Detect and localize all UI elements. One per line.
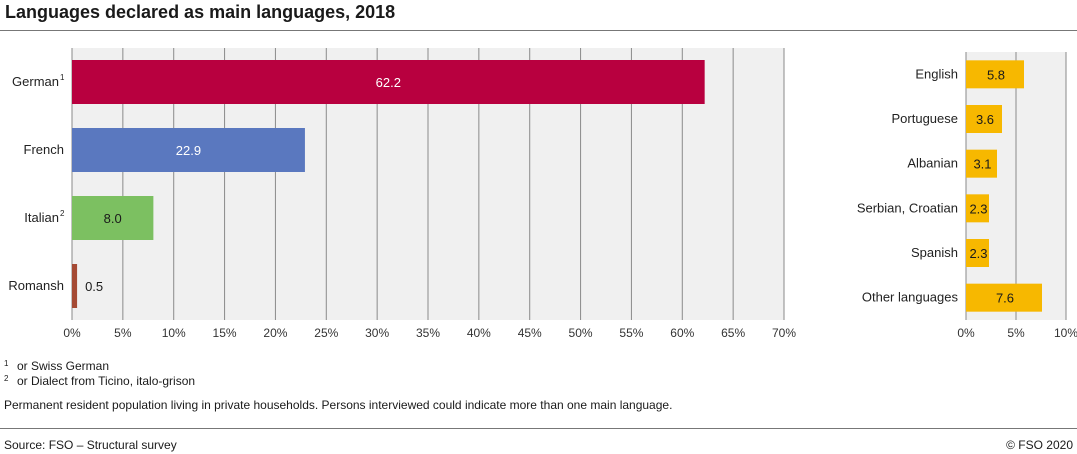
other-languages-panel: 0% 5% 10% English 5.8 Portuguese 3.6 Albanian 3.… — [857, 52, 1077, 340]
data-label: 5.8 — [987, 67, 1005, 82]
main-languages-panel: 0% 5% 10% 15% 20% 25% 30% 35% 40% 45% 50% 55% 60% 65%… — [8, 48, 796, 340]
x-tick-label: 40% — [467, 326, 491, 340]
x-tick-label: 35% — [416, 326, 440, 340]
footnote-mark: 1 — [4, 359, 9, 368]
data-label: 0.5 — [85, 279, 103, 294]
category-label: English — [915, 66, 958, 81]
data-label: 7.6 — [996, 291, 1014, 306]
title-rule — [0, 30, 1077, 31]
footnote-1: 1 or Swiss German — [4, 359, 109, 374]
bar — [72, 196, 154, 240]
x-tick-label: 55% — [619, 326, 643, 340]
x-tick-label: 25% — [314, 326, 338, 340]
category-label: Serbian, Croatian — [857, 200, 958, 215]
x-tick-label: 70% — [772, 326, 796, 340]
bar — [72, 128, 305, 172]
bar — [966, 194, 989, 223]
bar — [966, 149, 997, 178]
category-label: Spanish — [911, 245, 958, 260]
x-tick-label: 65% — [721, 326, 745, 340]
x-tick-label: 10% — [1054, 326, 1077, 340]
category-label: Italian — [24, 210, 59, 225]
category-label: French — [24, 142, 64, 157]
data-label: 2.3 — [969, 246, 987, 261]
bar — [966, 239, 989, 267]
footnote-2: 2 or Dialect from Ticino, italo-grison — [4, 374, 195, 389]
footnote-marker: 1 — [60, 73, 65, 82]
data-label: 62.2 — [376, 75, 401, 90]
x-tick-label: 20% — [263, 326, 287, 340]
x-tick-label: 0% — [63, 326, 81, 340]
bar — [966, 105, 1002, 133]
bar — [966, 283, 1042, 312]
data-label: 22.9 — [176, 143, 201, 158]
x-tick-label: 45% — [518, 326, 542, 340]
bar — [966, 60, 1024, 89]
x-tick-label: 50% — [569, 326, 593, 340]
chart-area: 0% 5% 10% 15% 20% 25% 30% 35% 40% 45% 50% 55% 60% 65%… — [8, 48, 1077, 340]
x-tick-label: 30% — [365, 326, 389, 340]
category-label: Romansh — [8, 278, 64, 293]
x-tick-label: 60% — [670, 326, 694, 340]
data-label: 8.0 — [104, 211, 122, 226]
bar — [72, 264, 78, 308]
footer-rule — [0, 428, 1077, 429]
chart-title: Languages declared as main languages, 20… — [5, 2, 396, 22]
x-tick-label: 10% — [162, 326, 186, 340]
source-text: Source: FSO – Structural survey — [4, 438, 177, 452]
category-label: Other languages — [862, 290, 959, 305]
population-note: Permanent resident population living in … — [4, 398, 673, 412]
footnote-marker: 2 — [60, 209, 65, 218]
copyright-text: © FSO 2020 — [1006, 438, 1073, 452]
x-tick-label: 0% — [957, 326, 975, 340]
footnote-mark: 2 — [4, 374, 9, 383]
data-label: 3.6 — [976, 112, 994, 127]
footnote-text: or Swiss German — [17, 359, 110, 373]
category-label: Portuguese — [892, 111, 959, 126]
data-label: 3.1 — [973, 157, 991, 172]
footnote-text: or Dialect from Ticino, italo-grison — [17, 374, 196, 388]
category-label: German — [12, 74, 59, 89]
data-label: 2.3 — [969, 201, 987, 216]
x-tick-label: 5% — [1007, 326, 1025, 340]
category-label: Albanian — [907, 156, 958, 171]
bar — [72, 60, 705, 104]
x-tick-label: 15% — [213, 326, 237, 340]
x-tick-label: 5% — [114, 326, 132, 340]
